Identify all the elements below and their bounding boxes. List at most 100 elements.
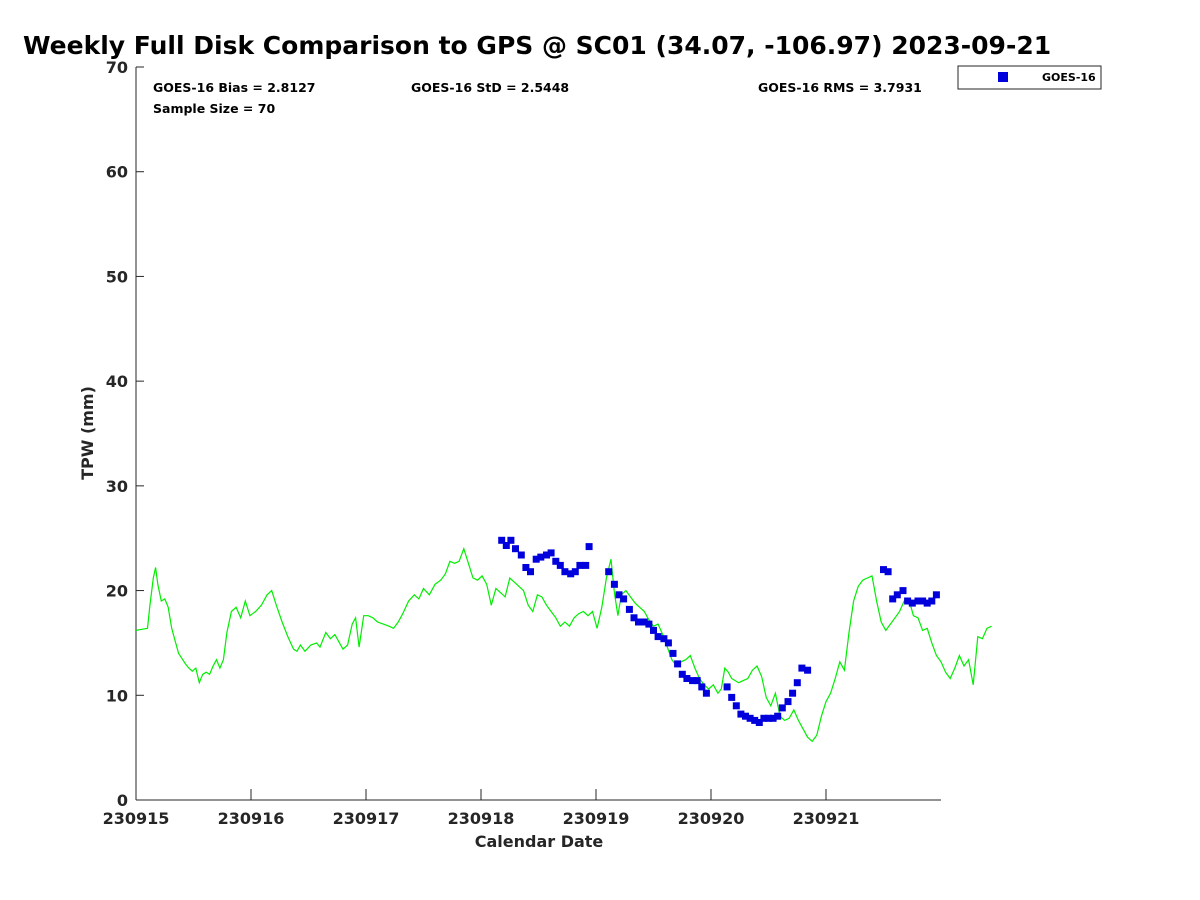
goes16-point [547,549,555,557]
goes16-point [512,545,519,553]
goes16-point [893,591,901,599]
chart-title: Weekly Full Disk Comparison to GPS @ SC0… [23,31,1051,60]
goes16-point [669,649,677,657]
goes16-point [793,679,801,687]
goes16-point [889,595,897,603]
goes16-point [880,566,887,574]
goes16-point [928,597,936,605]
y-tick-label: 40 [106,372,128,391]
legend: GOES-16 [957,65,1102,90]
goes16-point [742,712,749,720]
y-tick-label: 50 [106,267,128,286]
goes16-point [755,719,763,726]
goes16-point [561,568,569,576]
y-tick-label: 60 [106,163,128,182]
y-axis-ticks: 0 10 20 30 40 50 60 70 [106,58,144,810]
goes16-point [774,712,782,720]
gps-line [135,546,992,743]
y-tick-label: 0 [117,791,128,810]
goes16-point [615,591,623,599]
goes16-point [645,620,653,628]
goes16-point [908,599,916,607]
goes16-point [728,693,736,701]
goes16-point [527,568,534,576]
goes16-point [630,614,638,622]
goes16-point [919,597,927,605]
goes16-point [702,689,710,697]
goes16-point [689,677,697,685]
legend-marker [998,72,1008,82]
goes16-point [654,633,662,641]
goes16-point [556,561,564,569]
goes16-point [884,568,892,576]
goes16-point [674,660,682,668]
x-tick-label: 230920 [678,809,745,828]
x-axis-ticks: 230915 230916 230917 230918 230919 230920 2309… [103,789,860,828]
plot-background [136,67,941,800]
goes16-point [522,564,530,571]
x-tick-label: 230915 [103,809,170,828]
y-tick-label: 10 [106,686,128,705]
goes16-point [640,618,648,626]
x-tick-label: 230918 [448,809,515,828]
goes16-point [804,666,812,674]
goes16-point [532,555,540,563]
x-tick-label: 230917 [333,809,400,828]
goes16-point [698,683,706,691]
gps-series [135,546,992,743]
goes16-point [537,553,545,561]
goes16-point [751,716,759,724]
goes16-point [620,595,628,603]
goes16-point [932,591,940,599]
goes16-point [517,551,525,559]
goes16-point [610,580,618,588]
goes16-point [571,568,579,576]
plot-area: 0 10 20 30 40 50 60 70 230915 230916 230917 230918… [103,58,992,828]
goes16-point [635,618,642,626]
goes16-point [507,536,515,544]
goes16-point [683,675,691,682]
x-tick-label: 230919 [563,809,630,828]
legend-box [957,65,1102,90]
std-stat: GOES-16 StD = 2.5448 [411,80,569,95]
goes16-point [576,561,584,569]
goes16-point [585,543,593,551]
goes16-point [693,677,701,685]
x-tick-label: 230916 [218,809,285,828]
goes16-point [678,670,686,678]
goes16-point [552,557,560,565]
goes16-point [784,698,792,706]
goes16-point [660,635,668,643]
goes16-series [498,536,940,726]
goes16-point [769,714,777,722]
goes16-point [798,664,806,672]
bias-stat: GOES-16 Bias = 2.8127 [153,80,315,95]
goes16-point [625,605,633,613]
goes16-point [923,599,931,607]
goes16-point [914,597,922,605]
rms-stat: GOES-16 RMS = 3.7931 [758,80,922,95]
goes16-point [567,570,575,578]
goes16-point [543,551,550,559]
sample-size-stat: Sample Size = 70 [153,101,275,116]
goes16-point [732,702,740,710]
goes16-point [778,704,786,712]
goes16-point [723,683,731,691]
goes16-point [789,689,797,697]
goes16-point [765,714,772,722]
goes16-point [737,710,745,718]
goes16-point [899,587,907,595]
goes16-point [746,714,754,722]
y-axis-label: TPW (mm) [78,386,97,480]
y-tick-label: 30 [106,477,128,496]
y-tick-label: 70 [106,58,128,77]
goes16-point [582,561,590,569]
goes16-point [498,536,506,544]
goes16-point [904,597,912,605]
x-axis-label: Calendar Date [475,832,604,851]
y-tick-label: 20 [106,582,128,601]
goes16-point [650,626,657,634]
x-tick-label: 230921 [793,809,860,828]
legend-label: GOES-16 [1042,71,1096,84]
